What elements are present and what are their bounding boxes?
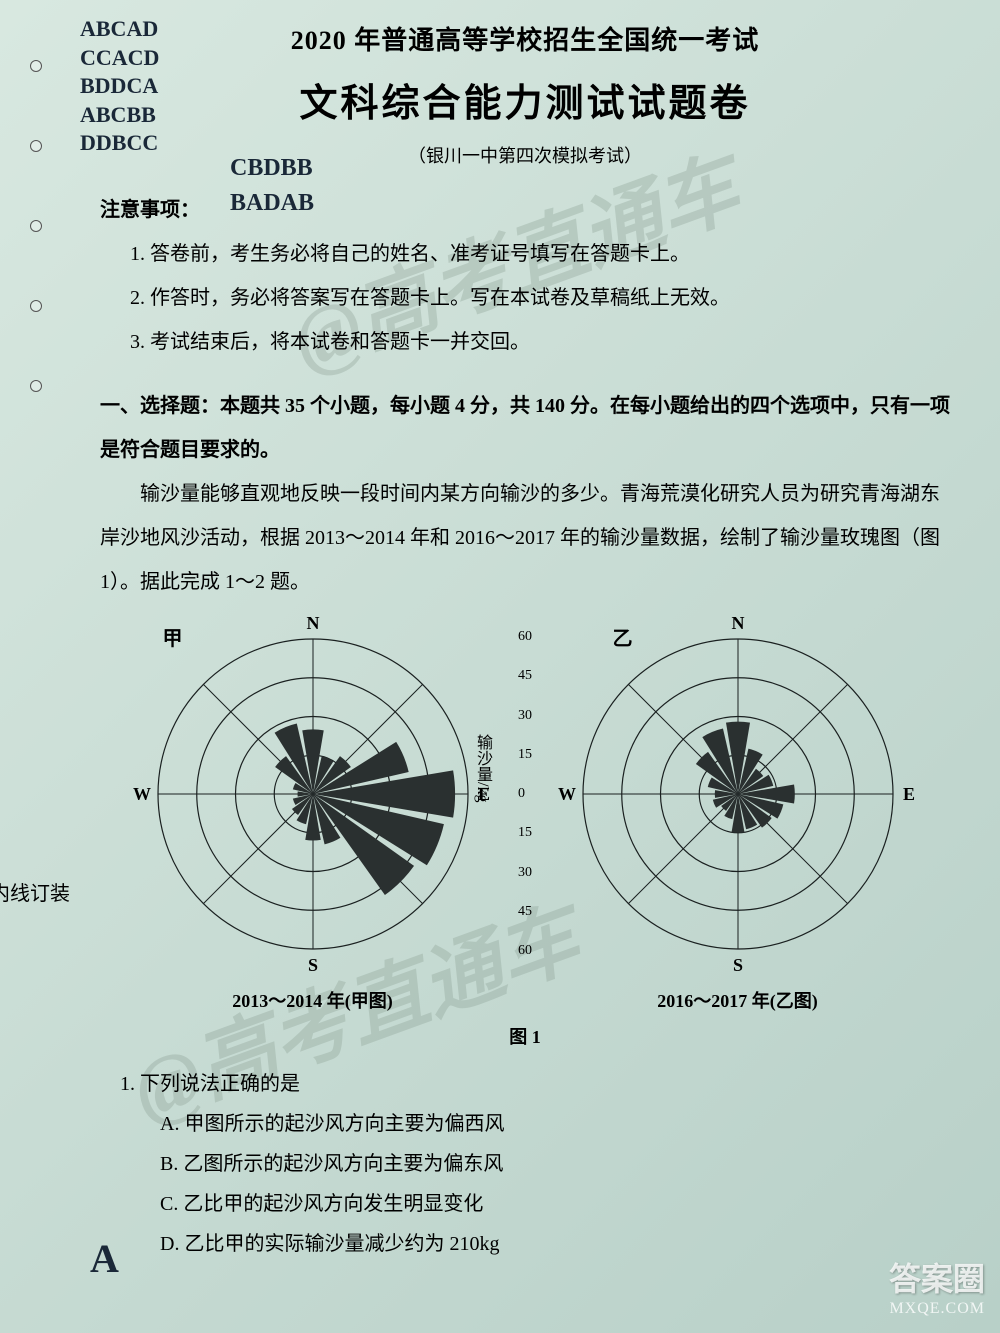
svg-text:W: W <box>133 784 151 804</box>
notice-item-3: 3. 考试结束后，将本试卷和答题卡一并交回。 <box>130 320 950 364</box>
section-1-head: 一、选择题：本题共 35 个小题，每小题 4 分，共 140 分。在每小题给出的… <box>100 384 950 472</box>
q1-option-d: D. 乙比甲的实际输沙量减少约为 210kg <box>160 1224 950 1264</box>
rose-chart-left-svg: N E S W <box>133 614 493 974</box>
rose-chart-right: 乙 NESW 2016～2017 年(乙图) <box>558 614 918 1013</box>
rose-chart-left: 甲 NESW 2013～2014 年(甲图) <box>133 614 493 1013</box>
q1-stem: 1. 下列说法正确的是 <box>120 1064 950 1104</box>
subtitle: （银川一中第四次模拟考试） <box>100 142 950 168</box>
svg-text:S: S <box>732 955 742 974</box>
figure-1: 60 45 30 15 0 15 30 45 60 输沙量/kg 甲 NESW … <box>100 614 950 1013</box>
figure-1-label: 图 1 <box>100 1023 950 1049</box>
main-title: 文科综合能力测试试题卷 <box>100 72 950 127</box>
chart-left-caption: 2013～2014 年(甲图) <box>133 987 493 1013</box>
q1-option-c: C. 乙比甲的起沙风方向发生明显变化 <box>160 1184 950 1224</box>
svg-text:W: W <box>558 784 576 804</box>
rose-chart-right-svg: N E S W <box>558 614 918 974</box>
svg-text:S: S <box>307 955 317 974</box>
exam-year-line: 2020 年普通高等学校招生全国统一考试 <box>100 20 950 57</box>
q1-option-b: B. 乙图所示的起沙风方向主要为偏东风 <box>160 1144 950 1184</box>
svg-text:N: N <box>306 614 319 633</box>
chart-right-caption: 2016～2017 年(乙图) <box>558 987 918 1013</box>
q1-option-a: A. 甲图所示的起沙风方向主要为偏西风 <box>160 1104 950 1144</box>
notice-item-2: 2. 作答时，务必将答案写在答题卡上。写在本试卷及草稿纸上无效。 <box>130 276 950 320</box>
svg-text:E: E <box>477 784 489 804</box>
svg-text:N: N <box>731 614 744 633</box>
notice-item-1: 1. 答卷前，考生务必将自己的姓名、准考证号填写在答题卡上。 <box>130 232 950 276</box>
svg-text:E: E <box>902 784 914 804</box>
corner-watermark: 答案圈 MXQE.COM <box>889 1254 985 1318</box>
section-1-passage: 输沙量能够直观地反映一段时间内某方向输沙的多少。青海荒漠化研究人员为研究青海湖东… <box>100 472 950 604</box>
notice-label: 注意事项： <box>100 193 950 222</box>
